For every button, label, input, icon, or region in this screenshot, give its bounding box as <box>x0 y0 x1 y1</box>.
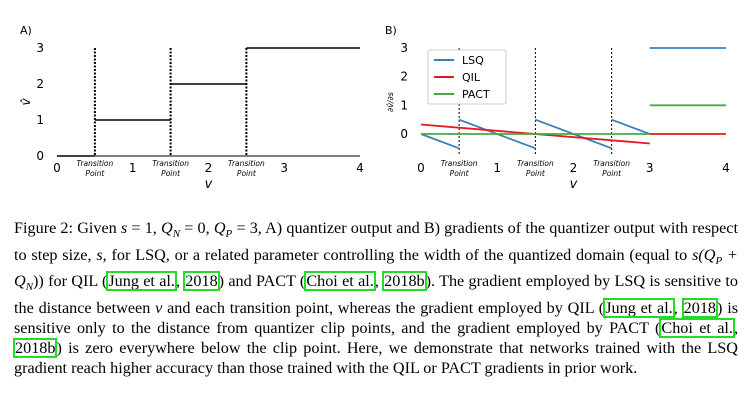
caption-math-sub: N <box>172 228 181 241</box>
caption-math-sub: N <box>25 281 34 294</box>
citation-choi-link[interactable]: Choi et al. <box>659 317 735 338</box>
caption-text: and each transition point, whereas the g… <box>162 298 605 317</box>
transition-label: Point <box>237 169 257 178</box>
y-tick-label: 0 <box>36 149 44 163</box>
transition-label: Point <box>602 169 622 178</box>
legend-label: PACT <box>462 88 490 101</box>
caption-math: s <box>692 245 699 264</box>
transition-label: Transition <box>152 159 189 168</box>
figure-area: A) 0 1 2 3 4 0 1 2 3 v v̂ Transition Point Transition P… <box>0 0 754 200</box>
panel-a: A)0 1 2 3 40123vv̂TransitionPointTransitionP… <box>19 24 364 192</box>
caption-text: , <box>733 318 738 337</box>
transition-label: Transition <box>441 159 478 168</box>
caption-text: , <box>175 272 185 291</box>
citation-jung-year-link[interactable]: 2018 <box>183 271 220 292</box>
y-axis-label: ∂v̂/∂s <box>385 92 395 112</box>
citation-choi-year-link[interactable]: 2018b <box>12 338 58 359</box>
panel-label: B) <box>385 24 397 37</box>
y-tick-label: 0 <box>400 127 408 141</box>
legend-label: QIL <box>462 71 481 84</box>
caption-math: Q <box>213 219 226 237</box>
caption-math: )) <box>33 272 44 291</box>
panel-b: B)0 1 2 3 40123v∂v̂/∂sTransitionPointTransit… <box>385 24 730 192</box>
panel-label: A) <box>20 24 32 37</box>
caption-text: = 0, <box>180 219 214 237</box>
caption-text: , for LSQ, or a related parameter contro… <box>102 245 693 264</box>
x-tick-label: 4 <box>356 161 364 175</box>
citation-choi-year-link[interactable]: 2018b <box>382 271 427 292</box>
x-tick-label: 1 <box>493 161 501 175</box>
caption-text: = 3, A) quantizer output and B) gradient… <box>14 219 738 264</box>
legend-box <box>427 49 507 105</box>
y-tick-label: 2 <box>400 70 408 84</box>
transition-label: Point <box>526 169 546 178</box>
lsq-segment <box>420 133 460 150</box>
figure-svg: A)0 1 2 3 40123vv̂TransitionPointTransitionP… <box>19 24 730 192</box>
y-tick-label: 1 <box>400 98 408 112</box>
citation-jung-year-link[interactable]: 2018 <box>681 297 719 318</box>
transition-label: Transition <box>76 159 113 168</box>
lsq-segment <box>611 118 651 135</box>
figure-caption: Figure 2: Given s = 1, QN = 0, QP = 3, A… <box>12 218 738 379</box>
x-tick-label: 0 <box>417 161 425 175</box>
transition-label: Point <box>450 169 470 178</box>
transition-label: Transition <box>593 159 630 168</box>
caption-math: s <box>96 245 103 264</box>
figure-label: Figure 2: <box>14 219 74 237</box>
caption-math: v <box>155 298 163 317</box>
caption-math: s <box>120 219 128 237</box>
caption-text: , <box>374 272 384 291</box>
y-tick-label: 2 <box>36 77 44 91</box>
x-tick-label: 2 <box>205 161 213 175</box>
caption-text: ) is sensitive only to the distance from… <box>14 298 738 337</box>
x-tick-label: 3 <box>280 161 288 175</box>
y-axis-label: v̂ <box>19 98 33 106</box>
caption-math: + Q <box>14 245 738 291</box>
transition-label: Transition <box>517 159 554 168</box>
caption-math-sub: P <box>715 254 723 267</box>
caption-text: = 1, <box>127 219 161 237</box>
x-tick-label: 2 <box>570 161 578 175</box>
transition-label: Point <box>161 169 181 178</box>
x-axis-label: v <box>570 177 578 192</box>
caption-text: ) is zero everywhere below the clip poin… <box>14 339 738 378</box>
transition-label: Transition <box>228 159 265 168</box>
x-tick-label: 3 <box>646 161 654 175</box>
x-tick-label: 4 <box>722 161 730 175</box>
caption-math: Q <box>161 219 173 237</box>
x-tick-label: 1 <box>129 161 137 175</box>
caption-text: ). The gradient employed by LSQ is sensi… <box>14 272 738 317</box>
citation-jung-link[interactable]: Jung et al. <box>106 271 177 292</box>
y-tick-label: 3 <box>400 41 408 55</box>
caption-text: for QIL ( <box>43 272 108 291</box>
x-tick-label: 0 <box>53 161 61 175</box>
caption-text: ) and PACT ( <box>218 272 306 291</box>
y-tick-label: 1 <box>36 113 44 127</box>
caption-math-sub: P <box>225 228 233 241</box>
citation-choi-link[interactable]: Choi et al. <box>304 271 376 292</box>
caption-text: Given <box>73 219 121 237</box>
x-axis-label: v <box>205 177 213 192</box>
citation-jung-link[interactable]: Jung et al. <box>603 297 675 318</box>
y-tick-label: 3 <box>36 41 44 55</box>
legend-label: LSQ <box>462 54 484 67</box>
caption-text: , <box>673 298 683 317</box>
transition-label: Point <box>85 169 105 178</box>
caption-math: (Q <box>698 245 716 264</box>
